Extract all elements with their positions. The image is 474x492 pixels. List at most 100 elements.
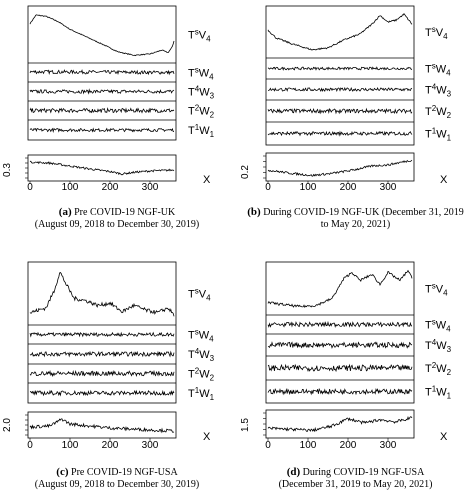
x-tick-label: 0: [27, 440, 33, 451]
label-base: T: [425, 284, 432, 296]
label-base: T: [425, 363, 432, 375]
x-axis-label: X: [440, 431, 448, 443]
label-sub: 1: [210, 130, 215, 139]
label-letter: W: [199, 87, 210, 99]
y-tick-label: 1.5: [240, 418, 251, 432]
band-label: T4W3: [188, 85, 215, 101]
band-label: T2W2: [425, 361, 452, 377]
label-sup: 4: [432, 338, 437, 347]
caption-line1: During COVID-19 NGF-USA: [302, 467, 425, 478]
x-tick-label: 200: [102, 182, 119, 193]
label-base: T: [188, 289, 195, 301]
label-letter: W: [199, 68, 210, 80]
band-label: TsW4: [188, 328, 214, 344]
x-series-frame: [265, 152, 415, 182]
series-line-W4: [267, 320, 413, 328]
label-sup: 1: [195, 123, 200, 132]
x-series-frame: [27, 154, 177, 182]
label-letter: W: [199, 330, 210, 342]
label-sub: 1: [210, 393, 215, 402]
label-base: T: [188, 369, 195, 381]
series-line-X: [267, 159, 413, 177]
series-line-X: [267, 415, 413, 433]
band-label: TsV4: [188, 287, 211, 303]
label-sub: 4: [443, 289, 448, 298]
caption-letter: (d): [286, 466, 301, 478]
caption-line2: (August 09, 2018 to December 30, 2019): [34, 479, 200, 490]
y-tick-label: 0.2: [240, 165, 251, 179]
series-line-W1: [29, 127, 175, 133]
series-line-W3: [29, 88, 175, 95]
band-label: T1W1: [188, 123, 215, 139]
caption-d: (d) During COVID-19 NGF-USA (December 31…: [237, 466, 474, 491]
caption-letter: (c): [56, 466, 69, 478]
label-letter: W: [436, 129, 447, 141]
series-line-W4: [267, 66, 413, 71]
label-letter: W: [199, 125, 210, 137]
label-sup: s: [432, 282, 436, 291]
label-sup: 1: [195, 386, 200, 395]
x-axis-label: X: [203, 431, 211, 443]
band-label: TsW4: [188, 66, 214, 82]
x-tick-label: 100: [62, 440, 79, 451]
label-sub: 4: [446, 325, 451, 334]
band-label: T2W2: [188, 367, 215, 383]
label-base: T: [425, 340, 432, 352]
label-sup: 2: [432, 104, 437, 113]
label-letter: W: [436, 320, 447, 332]
label-sub: 3: [447, 345, 452, 354]
label-letter: V: [199, 289, 207, 301]
x-tick-label: 300: [380, 182, 397, 193]
label-sup: s: [432, 25, 436, 34]
x-tick-label: 200: [102, 440, 119, 451]
series-line-W3: [29, 350, 175, 358]
label-base: T: [188, 106, 195, 118]
label-sub: 2: [210, 374, 215, 383]
label-sup: s: [432, 318, 436, 327]
x-tick-label: 300: [142, 182, 159, 193]
label-base: T: [188, 87, 195, 99]
label-letter: V: [436, 284, 444, 296]
label-sub: 1: [447, 134, 452, 143]
label-base: T: [188, 68, 195, 80]
label-base: T: [188, 30, 195, 42]
label-sub: 4: [443, 32, 448, 41]
panel-frame: [27, 261, 177, 404]
caption-letter: (b): [247, 206, 261, 218]
band-label: TsV4: [188, 28, 211, 44]
label-sup: 4: [195, 85, 200, 94]
band-label: T4W3: [425, 83, 452, 99]
caption-c: (c) Pre COVID-19 NGF-USA (August 09, 201…: [0, 466, 234, 491]
label-sup: s: [432, 62, 436, 71]
panel-frame: [27, 5, 177, 141]
series-line-V4: [267, 13, 413, 51]
label-letter: W: [436, 85, 447, 97]
label-sup: s: [195, 28, 199, 37]
label-base: T: [425, 106, 432, 118]
series-line-V4: [267, 269, 413, 309]
label-letter: V: [436, 27, 444, 39]
x-tick-label: 0: [265, 440, 271, 451]
label-sub: 2: [210, 111, 215, 120]
label-sub: 3: [447, 90, 452, 99]
x-tick-label: 200: [340, 440, 357, 451]
series-line-W1: [29, 389, 175, 397]
label-base: T: [188, 349, 195, 361]
series-line-W3: [267, 341, 413, 349]
band-label: TsV4: [425, 25, 448, 41]
label-letter: W: [436, 340, 447, 352]
label-base: T: [425, 85, 432, 97]
series-line-W2: [29, 369, 175, 378]
label-sup: s: [195, 287, 199, 296]
series-line-W3: [268, 86, 413, 93]
x-tick-label: 200: [340, 182, 357, 193]
label-letter: W: [436, 106, 447, 118]
label-base: T: [425, 129, 432, 141]
x-tick-label: 0: [27, 182, 33, 193]
label-base: T: [425, 320, 432, 332]
label-sup: 4: [432, 83, 437, 92]
caption-line1: Pre COVID-19 NGF-USA: [71, 467, 178, 478]
label-base: T: [188, 388, 195, 400]
label-sup: s: [195, 66, 199, 75]
